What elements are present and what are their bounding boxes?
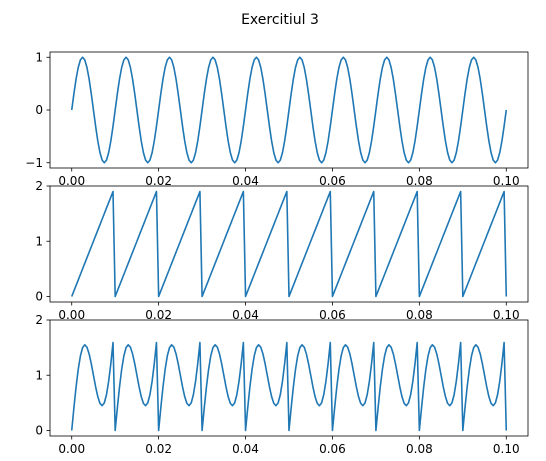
x-tick-label: 0.06 [319, 174, 346, 188]
y-tick-label: 2 [35, 313, 43, 327]
x-tick-label: 0.00 [58, 308, 85, 322]
x-tick-label: 0.04 [232, 174, 259, 188]
x-tick-label: 0.10 [493, 442, 520, 456]
y-tick-label: 0 [35, 424, 43, 438]
series-line-0-0 [70, 56, 508, 164]
x-tick-label: 0.06 [319, 308, 346, 322]
y-tick-label: 1 [35, 368, 43, 382]
y-tick-label: 1 [35, 50, 43, 64]
x-tick-label: 0.02 [145, 442, 172, 456]
axes-frame-2 [49, 319, 529, 437]
x-tick-label: 0.08 [406, 308, 433, 322]
x-tick-label: 0.10 [493, 308, 520, 322]
subplot-sine: 0.00 0.02 0.04 0.06 0.08 0.10 −1 0 1 [25, 50, 529, 188]
y-tick-label: 1 [35, 234, 43, 248]
x-tick-label: 0.06 [319, 442, 346, 456]
x-tick-label: 0.02 [145, 308, 172, 322]
x-tick-label: 0.08 [406, 174, 433, 188]
y-tick-label: 2 [35, 179, 43, 193]
subplot-sum: 0.00 0.02 0.04 0.06 0.08 0.10 0 1 2 [35, 313, 529, 456]
series-line-2-0 [70, 341, 508, 432]
x-tick-label: 0.00 [58, 174, 85, 188]
x-tick-label: 0.02 [145, 174, 172, 188]
x-tick-label: 0.04 [232, 308, 259, 322]
figure-title: Exercitiul 3 [241, 12, 319, 28]
x-tick-label: 0.10 [493, 174, 520, 188]
x-tick-label: 0.08 [406, 442, 433, 456]
subplot-sawtooth: 0.00 0.02 0.04 0.06 0.08 0.10 0 1 2 [35, 179, 529, 322]
y-tick-label: −1 [25, 156, 43, 170]
series-line-1-0 [70, 190, 508, 298]
axes-frame-1 [49, 185, 529, 303]
x-tick-label: 0.04 [232, 442, 259, 456]
y-tick-label: 0 [35, 103, 43, 117]
y-tick-label: 0 [35, 290, 43, 304]
x-tick-label: 0.00 [58, 442, 85, 456]
